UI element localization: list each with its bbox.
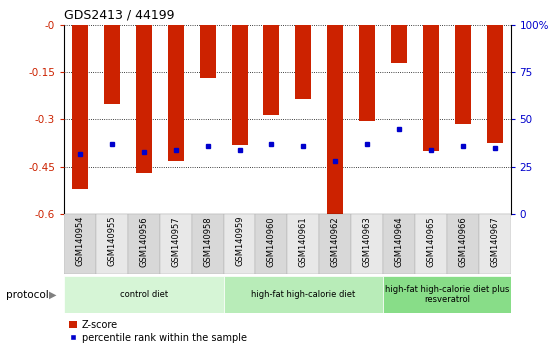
Bar xyxy=(287,214,319,274)
Bar xyxy=(160,214,192,274)
Text: GSM140957: GSM140957 xyxy=(171,216,180,267)
Text: GSM140962: GSM140962 xyxy=(331,216,340,267)
Bar xyxy=(351,214,383,274)
Bar xyxy=(104,25,120,104)
Bar xyxy=(455,25,471,124)
Bar xyxy=(359,25,375,121)
Bar xyxy=(487,25,503,143)
Text: GSM140963: GSM140963 xyxy=(363,216,372,267)
Bar xyxy=(383,214,415,274)
Bar xyxy=(224,214,256,274)
Bar xyxy=(136,25,152,173)
Text: GSM140964: GSM140964 xyxy=(395,216,403,267)
Bar xyxy=(263,25,280,115)
Text: control diet: control diet xyxy=(120,290,168,299)
Text: GSM140956: GSM140956 xyxy=(140,216,148,267)
Bar xyxy=(232,25,248,145)
Text: GDS2413 / 44199: GDS2413 / 44199 xyxy=(64,8,175,21)
Bar xyxy=(415,214,447,274)
Text: protocol: protocol xyxy=(6,290,49,300)
Text: high-fat high-calorie diet: high-fat high-calorie diet xyxy=(251,290,355,299)
Bar xyxy=(479,214,511,274)
Bar xyxy=(72,25,88,189)
Text: GSM140967: GSM140967 xyxy=(490,216,499,267)
Text: GSM140966: GSM140966 xyxy=(458,216,467,267)
Bar xyxy=(319,214,351,274)
Bar xyxy=(192,214,224,274)
Text: GSM140965: GSM140965 xyxy=(426,216,435,267)
Text: GSM140959: GSM140959 xyxy=(235,216,244,267)
Bar xyxy=(295,25,311,99)
Legend: Z-score, percentile rank within the sample: Z-score, percentile rank within the samp… xyxy=(69,320,247,343)
Text: GSM140958: GSM140958 xyxy=(203,216,212,267)
Bar xyxy=(96,214,128,274)
Text: GSM140954: GSM140954 xyxy=(76,216,85,267)
Text: GSM140961: GSM140961 xyxy=(299,216,308,267)
Bar xyxy=(383,276,511,313)
Bar xyxy=(447,214,479,274)
Bar xyxy=(224,276,383,313)
Bar xyxy=(391,25,407,63)
Text: GSM140955: GSM140955 xyxy=(108,216,117,267)
Bar xyxy=(200,25,215,79)
Bar xyxy=(327,25,343,214)
Bar xyxy=(128,214,160,274)
Bar xyxy=(256,214,287,274)
Bar xyxy=(64,276,224,313)
Text: GSM140960: GSM140960 xyxy=(267,216,276,267)
Text: high-fat high-calorie diet plus
resveratrol: high-fat high-calorie diet plus resverat… xyxy=(384,285,509,304)
Bar xyxy=(168,25,184,160)
Bar xyxy=(423,25,439,151)
Text: ▶: ▶ xyxy=(49,290,56,300)
Bar xyxy=(64,214,96,274)
